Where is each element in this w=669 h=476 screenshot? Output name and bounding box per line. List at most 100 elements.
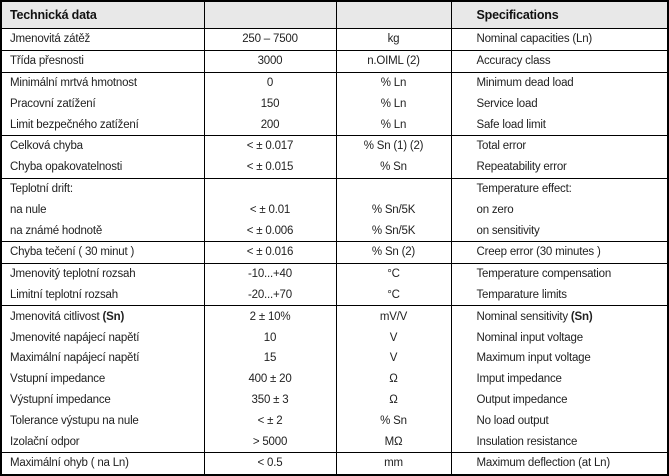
unit-cell: Ω: [335, 389, 451, 411]
value-cell: 150: [203, 93, 336, 115]
czech-label: Vstupní impedance: [10, 373, 106, 386]
unit-cell: °C: [335, 263, 451, 285]
unit-cell: % Ln: [335, 93, 451, 115]
english-label-cell: Minimum dead load: [450, 72, 668, 94]
value-cell: 15: [203, 348, 336, 369]
unit-cell: V: [335, 348, 451, 369]
unit-cell: MΩ: [335, 431, 451, 453]
table-row: Chyba tečení ( 30 minut ) < ± 0.016 % Sn…: [1, 241, 668, 264]
english-label: Insulation resistance: [476, 435, 578, 448]
table-row: Chyba opakovatelnosti < ± 0.015 % Sn Rep…: [1, 156, 668, 179]
english-label-cell: Maximum input voltage: [450, 348, 668, 369]
header-title-czech: Technická data: [1, 1, 204, 29]
czech-label: Teplotní drift:: [10, 183, 73, 196]
value-cell: < ± 0.015: [203, 156, 336, 179]
value-cell: 350 ± 3: [203, 389, 336, 411]
czech-label: na nule: [10, 203, 47, 216]
unit-cell: % Sn/5K: [335, 220, 451, 243]
unit-cell: mV/V: [335, 305, 451, 328]
czech-label-cell: Chyba tečení ( 30 minut ): [1, 241, 204, 264]
table-row: na nule < ± 0.01 % Sn/5K on zero: [1, 199, 668, 221]
czech-label-cell: Minimální mrtvá hmotnost: [1, 72, 204, 93]
value-cell: -10...+40: [203, 263, 336, 285]
unit-cell: % Sn (1) (2): [335, 135, 451, 157]
czech-label-cell: Celková chyba: [1, 136, 204, 157]
table-row: Celková chyba < ± 0.017 % Sn (1) (2) Tot…: [1, 135, 668, 157]
czech-label: Jmenovitá zátěž: [10, 33, 91, 46]
table-row: Limitní teplotní rozsah -20...+70 °C Tem…: [1, 284, 668, 307]
english-label: No load output: [476, 414, 549, 427]
english-label: Repeatability error: [476, 161, 567, 174]
czech-label-cell: Třída přesnosti: [1, 50, 204, 73]
czech-label: Maximální ohyb ( na Ln): [10, 457, 129, 470]
value-cell: 3000: [203, 50, 336, 73]
english-label-bold: (Sn): [570, 310, 593, 323]
table-header: Technická data Specifications: [1, 1, 668, 29]
czech-label: Chyba tečení ( 30 minut ): [10, 246, 135, 259]
value-cell: [203, 178, 336, 200]
czech-label-cell: Maximální napájecí napětí: [1, 348, 204, 369]
table-body: Jmenovitá zátěž 250 – 7500 kg Nominal ca…: [1, 28, 668, 475]
english-label-cell: No load output: [450, 410, 668, 432]
value-cell: 400 ± 20: [203, 368, 336, 390]
value-cell: 10: [203, 327, 336, 348]
english-label-cell: Safe load limit: [450, 114, 668, 137]
value-cell: < ± 0.01: [203, 199, 336, 221]
unit-cell: % Ln: [335, 72, 451, 94]
english-label-cell: Nominal sensitivity (Sn): [450, 305, 668, 328]
table-row: Limit bezpečného zatížení 200 % Ln Safe …: [1, 114, 668, 137]
value-cell: 250 – 7500: [203, 28, 336, 51]
czech-label-bold: (Sn): [102, 310, 125, 323]
english-label: Total error: [476, 140, 527, 153]
czech-label: na známé hodnotě: [10, 224, 103, 237]
table-row: Minimální mrtvá hmotnost 0 % Ln Minimum …: [1, 72, 668, 94]
czech-label: Výstupní impedance: [10, 393, 111, 406]
czech-label-cell: Limit bezpečného zatížení: [1, 114, 204, 137]
table-row: Maximální ohyb ( na Ln) < 0.5 mm Maximum…: [1, 452, 668, 475]
czech-label: Jmenovité napájecí napětí: [10, 331, 140, 344]
unit-cell: Ω: [335, 368, 451, 390]
czech-label-cell: Jmenovitá citlivost (Sn): [1, 306, 204, 327]
english-label: Nominal capacities (Ln): [476, 33, 593, 46]
value-cell: -20...+70: [203, 284, 336, 307]
table-row: Jmenovité napájecí napětí 10 V Nominal i…: [1, 327, 668, 348]
unit-cell: % Sn (2): [335, 241, 451, 264]
english-label: Output impedance: [476, 393, 568, 406]
czech-label: Celková chyba: [10, 140, 83, 153]
english-label: Maximum deflection (at Ln): [476, 457, 611, 470]
value-cell: < 0.5: [203, 452, 336, 475]
english-label-cell: Maximum deflection (at Ln): [450, 452, 668, 475]
english-label-cell: Output impedance: [450, 389, 668, 411]
czech-label-cell: Jmenovitá zátěž: [1, 28, 204, 51]
header-row: Technická data Specifications: [1, 1, 668, 29]
czech-label: Tolerance výstupu na nule: [10, 414, 139, 427]
czech-label-cell: Výstupní impedance: [1, 390, 204, 411]
english-label: Nominal input voltage: [476, 331, 584, 344]
czech-label: Izolační odpor: [10, 435, 80, 448]
english-label-cell: Insulation resistance: [450, 431, 668, 453]
english-label-cell: Nominal input voltage: [450, 327, 668, 348]
english-label: Temparature limits: [476, 289, 568, 302]
czech-label-cell: Teplotní drift:: [1, 178, 204, 199]
value-cell: 200: [203, 114, 336, 137]
czech-label-cell: Tolerance výstupu na nule: [1, 410, 204, 431]
english-label: Temperature compensation: [476, 268, 612, 281]
header-title-english: Specifications: [450, 1, 668, 29]
english-label-cell: on sensitivity: [450, 220, 668, 243]
czech-label: Třída přesnosti: [10, 55, 84, 68]
table-row: na známé hodnotě < ± 0.006 % Sn/5K on se…: [1, 220, 668, 243]
value-cell: < ± 0.017: [203, 135, 336, 157]
unit-cell: [335, 178, 451, 200]
czech-label: Limitní teplotní rozsah: [10, 289, 118, 302]
value-cell: < ± 2: [203, 410, 336, 432]
table-row: Teplotní drift: Temperature effect:: [1, 178, 668, 200]
unit-cell: kg: [335, 28, 451, 51]
czech-label-cell: Chyba opakovatelnosti: [1, 156, 204, 179]
english-label: Maximum input voltage: [476, 352, 591, 365]
value-cell: > 5000: [203, 431, 336, 453]
table-row: Maximální napájecí napětí 15 V Maximum i…: [1, 348, 668, 369]
english-label: on zero: [476, 203, 514, 216]
english-label-cell: Nominal capacities (Ln): [450, 28, 668, 51]
unit-cell: % Sn: [335, 410, 451, 432]
